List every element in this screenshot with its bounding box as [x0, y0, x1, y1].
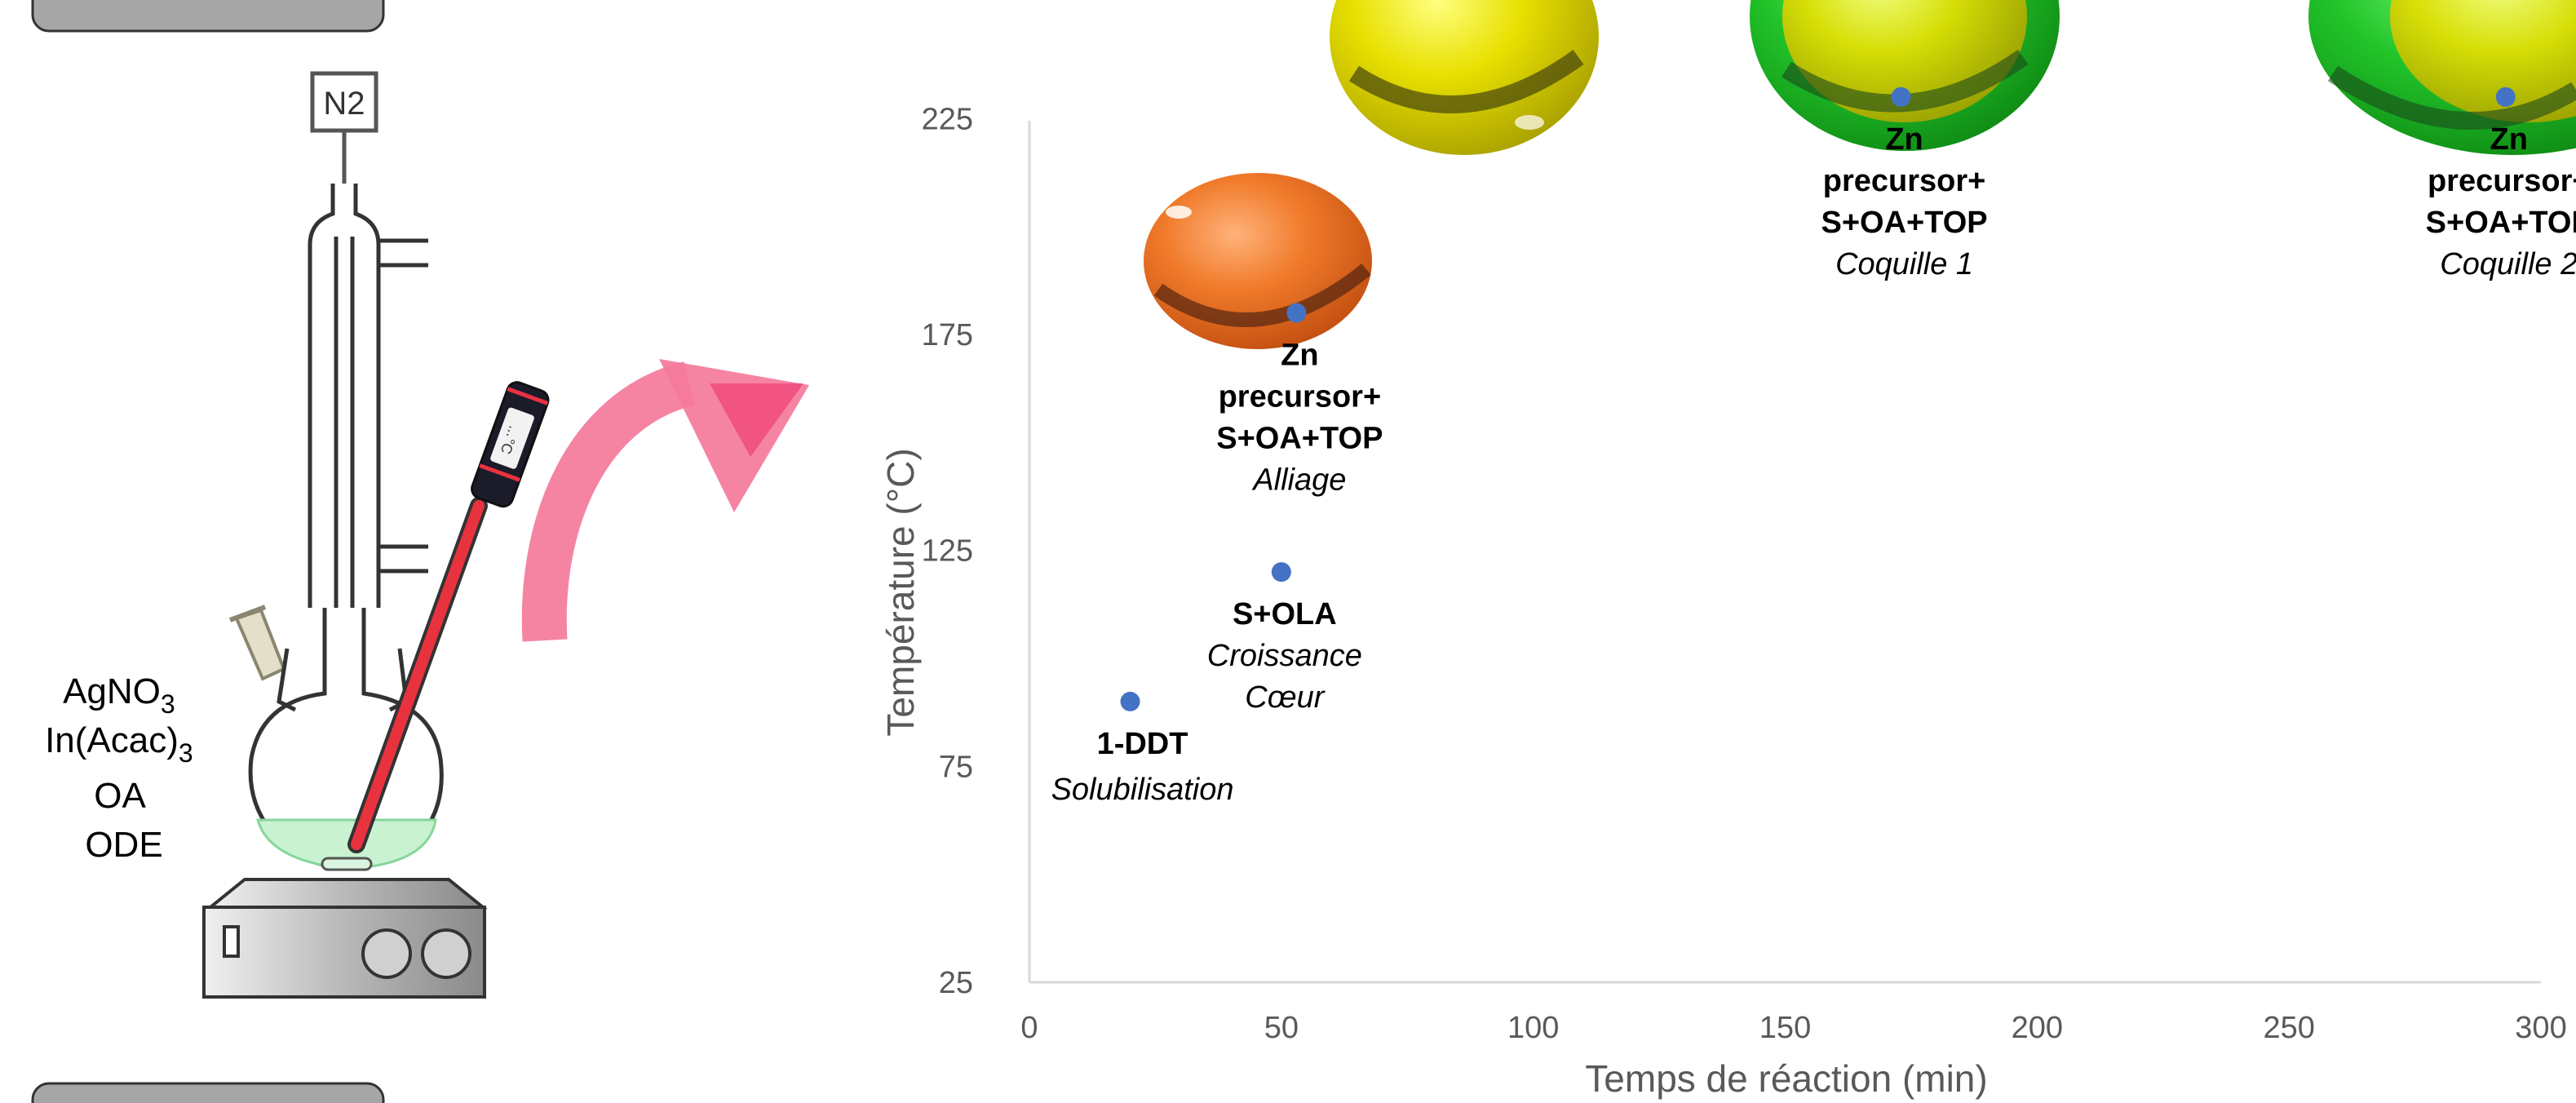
point-label: Zn [1885, 122, 1923, 157]
point-label-stage: Solubilisation [1051, 773, 1234, 807]
x-tick-label: 0 [1020, 1011, 1038, 1045]
point-label-stage: Coquille 1 [1835, 247, 1973, 281]
y-axis-title: Température (°C) [879, 448, 922, 736]
y-tick-label: 225 [922, 102, 973, 136]
synthesis-apparatus: N2 [202, 71, 550, 999]
point-label-stage: Coquille 2 [2440, 247, 2576, 281]
hot-plate-icon [202, 878, 488, 999]
y-tick-label: 25 [939, 966, 973, 1000]
point-label: S+OLA [1233, 597, 1337, 631]
shell1-sphere-icon [1750, 0, 2060, 151]
n2-label: N2 [323, 86, 365, 122]
point-label: precursor+ [1823, 164, 1986, 198]
shell2-sphere-icon [2308, 0, 2576, 155]
data-point [1120, 691, 1140, 711]
top-panel-box [31, 0, 385, 33]
point-label: 1-DDT [1097, 727, 1188, 761]
core-sphere-icon [1144, 173, 1372, 349]
reagent-item: OA [94, 776, 146, 816]
point-label-stage: Cœur [1245, 680, 1325, 715]
x-tick-label: 300 [2515, 1011, 2566, 1045]
point-label: S+OA+TOP [2426, 206, 2576, 240]
reagent-item: ODE [85, 825, 162, 865]
reagent-item: In(Acac)3 [45, 720, 193, 768]
point-label: Zn [2490, 122, 2528, 157]
x-tick-label: 250 [2263, 1011, 2314, 1045]
point-label: S+OA+TOP [1821, 206, 1987, 240]
point-label: precursor+ [2428, 164, 2576, 198]
data-point [2495, 86, 2516, 107]
point-label: S+OA+TOP [1216, 422, 1383, 456]
condenser-icon [308, 184, 428, 608]
bottom-panel-box [31, 1082, 385, 1103]
stir-bar [321, 857, 373, 871]
reagent-list: AgNO3 In(Acac)3 OA ODE [45, 671, 203, 865]
y-tick-label: 125 [922, 534, 973, 569]
reagent-item: AgNO3 [63, 671, 175, 719]
x-tick-label: 50 [1264, 1011, 1299, 1045]
point-label-stage: Croissance [1207, 639, 1362, 673]
data-point [1271, 562, 1291, 583]
x-tick-label: 200 [2012, 1011, 2063, 1045]
chart: 25 75 125 175 225 0 50 100 150 200 250 300 Tempéra… [879, 86, 2576, 1100]
arrow-icon [521, 359, 809, 642]
y-tick-label: 175 [922, 318, 973, 352]
stopper-icon [228, 605, 286, 681]
round-flask-icon [248, 608, 444, 871]
point-label: Zn [1281, 339, 1318, 373]
alloy-sphere-icon [1330, 0, 1599, 155]
point-label-stage: Alliage [1251, 463, 1346, 498]
data-point [1891, 86, 1911, 107]
y-tick-label: 75 [939, 750, 973, 784]
x-tick-label: 100 [1507, 1011, 1559, 1045]
data-point [1286, 303, 1307, 323]
x-tick-label: 150 [1759, 1011, 1811, 1045]
thermometer-icon: ...°C [347, 381, 550, 853]
point-label: precursor+ [1219, 380, 1382, 414]
x-axis-title: Temps de réaction (min) [1585, 1057, 1987, 1100]
